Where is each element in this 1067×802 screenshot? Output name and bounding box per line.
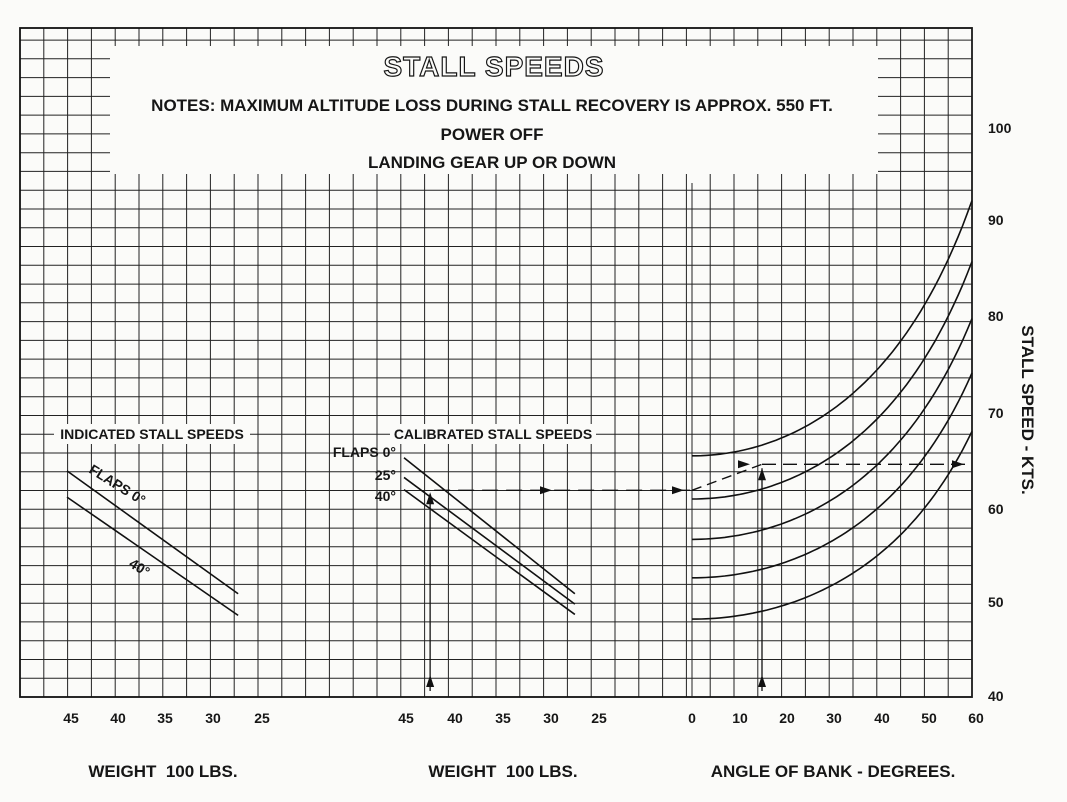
y-tick-label: 80 xyxy=(988,308,1004,324)
x-tick-label: 0 xyxy=(688,710,696,726)
x-tick-label: 40 xyxy=(447,710,463,726)
indicated-line-0 xyxy=(66,470,239,595)
indicated-line-1 xyxy=(66,496,239,617)
x-ticks-bank: 0 10 20 30 40 50 60 xyxy=(688,710,984,726)
x-tick-label: 30 xyxy=(543,710,559,726)
x-tick-label: 40 xyxy=(874,710,890,726)
x-tick-label: 35 xyxy=(495,710,511,726)
calibrated-flaps25-label: 25° xyxy=(375,467,396,483)
calibrated-line-1 xyxy=(403,476,576,605)
example-arrowhead-right xyxy=(952,460,964,469)
calibrated-flaps0-label: FLAPS 0° xyxy=(333,444,396,460)
example-arrowhead-right xyxy=(672,486,684,495)
x-tick-label: 40 xyxy=(110,710,126,726)
chart-annotations xyxy=(426,460,972,691)
x-tick-label: 25 xyxy=(254,710,270,726)
bank-curve-4 xyxy=(692,431,973,620)
calibrated-line-2 xyxy=(403,488,576,616)
calibrated-flaps40-label: 40° xyxy=(375,488,396,504)
example-arrowhead-up xyxy=(758,468,766,481)
example-arrowhead-right xyxy=(540,486,552,495)
x-tick-label: 45 xyxy=(63,710,79,726)
x-tick-label: 10 xyxy=(732,710,748,726)
note-line-1: NOTES: MAXIMUM ALTITUDE LOSS DURING STAL… xyxy=(151,96,833,115)
notes-box xyxy=(110,46,878,174)
y-tick-label: 100 xyxy=(988,120,1012,136)
x-axis-label-bank: ANGLE OF BANK - DEGREES. xyxy=(711,762,956,781)
x-ticks-indicated: 45 40 35 30 25 xyxy=(63,710,270,726)
x-tick-label: 30 xyxy=(826,710,842,726)
y-tick-label: 50 xyxy=(988,594,1004,610)
x-tick-label: 45 xyxy=(398,710,414,726)
calibrated-line-0 xyxy=(403,457,576,595)
example-arrowhead-right xyxy=(738,460,750,469)
example-arrowhead-base xyxy=(426,675,435,687)
x-tick-label: 20 xyxy=(779,710,795,726)
x-axis-label-calibrated: WEIGHT 100 LBS. xyxy=(428,762,577,781)
bank-curve-0 xyxy=(692,200,973,457)
y-tick-label: 90 xyxy=(988,212,1004,228)
y-tick-labels: 40 50 60 70 80 90 100 xyxy=(988,120,1012,704)
indicated-flaps40-label: 40° xyxy=(126,555,152,580)
y-tick-label: 60 xyxy=(988,501,1004,517)
x-tick-label: 35 xyxy=(157,710,173,726)
chart-title: STALL SPEEDS xyxy=(383,51,604,82)
indicated-label-bg xyxy=(54,424,250,444)
x-tick-label: 60 xyxy=(968,710,984,726)
calibrated-label-bg xyxy=(390,424,596,444)
example-dashed-ramp xyxy=(691,463,763,491)
example-arrowhead-base xyxy=(758,675,766,687)
x-tick-label: 50 xyxy=(921,710,937,726)
indicated-panel-label: INDICATED STALL SPEEDS xyxy=(60,426,244,442)
bank-curve-1 xyxy=(692,261,973,500)
chart-series xyxy=(66,200,973,620)
y-tick-label: 70 xyxy=(988,405,1004,421)
example-arrowhead-up xyxy=(426,492,435,505)
bank-curve-3 xyxy=(692,372,973,579)
note-line-3: LANDING GEAR UP OR DOWN xyxy=(368,153,616,172)
y-axis-label: STALL SPEED - KTS. xyxy=(1018,325,1037,494)
x-tick-label: 30 xyxy=(205,710,221,726)
x-axis-label-indicated: WEIGHT 100 LBS. xyxy=(88,762,237,781)
x-ticks-calibrated: 45 40 35 30 25 xyxy=(398,710,607,726)
note-line-2: POWER OFF xyxy=(441,125,544,144)
y-tick-label: 40 xyxy=(988,688,1004,704)
bank-curve-2 xyxy=(691,318,973,541)
x-tick-label: 25 xyxy=(591,710,607,726)
calibrated-panel-label: CALIBRATED STALL SPEEDS xyxy=(394,426,592,442)
